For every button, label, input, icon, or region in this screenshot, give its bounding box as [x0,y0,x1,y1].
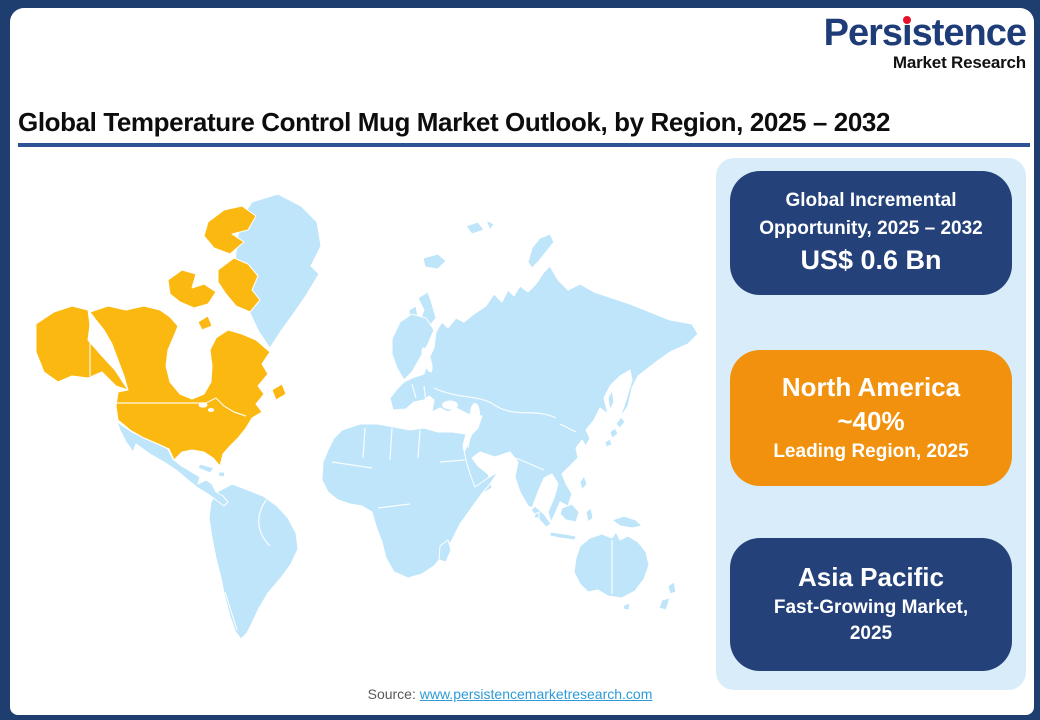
card-global-opportunity: Global Incremental Opportunity, 2025 – 2… [730,171,1012,295]
logo-brand-i: ı [902,12,913,54]
map-region-new-guinea [611,515,643,529]
map-region-ellesmere-island [203,205,257,255]
map-region-new-zealand-south [658,597,671,611]
logo-brand-pre: Pers [823,12,903,54]
content-card: Persı stence Market Research Global Tempe… [10,8,1034,715]
map-region-tasmania [622,602,631,611]
world-map-svg [35,193,699,640]
card-global-line2: Opportunity, 2025 – 2032 [759,217,983,239]
persistence-logo: Persı stence Market Research [823,12,1027,72]
map-region-arctic-islands-west [167,269,217,309]
map-region-philippines [579,475,588,491]
map-region-madagascar [438,539,452,563]
map-region-svalbard [465,221,485,235]
map-region-sulawesi [585,507,594,523]
card-na-value: ~40% [837,405,905,436]
map-border-us-canada [116,397,247,417]
map-region-southampton-island [197,315,213,331]
map-region-borneo [559,503,580,523]
map-region-japan-2 [609,427,619,439]
card-asia-pacific: Asia Pacific Fast-Growing Market, 2025 [730,538,1012,671]
map-region-africa [321,423,499,579]
logo-brand-post: stence [911,12,1027,54]
map-caspian-sea [470,403,480,425]
map-region-baffin-island [217,257,261,313]
callout-panel: Global Incremental Opportunity, 2025 – 2… [716,158,1026,690]
card-north-america: North America ~40% Leading Region, 2025 [730,350,1012,486]
world-map [20,160,710,694]
page-title: Global Temperature Control Mug Market Ou… [18,107,891,137]
card-global-line1: Global Incremental [785,190,957,212]
map-land-other [116,193,699,640]
source-label: Source: [367,686,416,702]
map-region-hispaniola [217,471,226,478]
logo-tagline: Market Research [892,53,1026,72]
map-region-north-america [35,205,287,467]
map-borders-asia [411,383,577,471]
map-region-japan-1 [615,416,626,429]
map-region-japan-3 [604,438,613,448]
map-region-newfoundland [271,383,287,401]
logo-brand-text: Persı stence [823,12,1027,54]
map-baltic-sea [421,347,433,373]
card-ap-subtitle-line1: Fast-Growing Market, [773,596,969,618]
map-region-canada-usa [89,305,271,467]
card-global-value: US$ 0.6 Bn [800,245,942,276]
map-region-sri-lanka [533,511,540,519]
map-region-iceland [422,253,447,270]
card-ap-title: Asia Pacific [798,562,944,592]
map-region-svalbard-2 [485,219,495,231]
map-region-new-zealand-north [667,581,677,595]
card-ap-subtitle-line2: 2025 [849,623,893,645]
card-na-subtitle: Leading Region, 2025 [773,440,969,462]
map-region-sakhalin [607,389,615,411]
map-region-java [549,531,577,541]
source-line: Source: www.persistencemarketresearch.co… [130,686,890,702]
map-borders-africa [331,427,466,509]
source-link[interactable]: www.persistencemarketresearch.com [419,686,653,702]
map-region-south-america [208,483,299,640]
map-black-sea [442,400,458,410]
map-region-cuba [197,463,215,474]
map-great-lakes-1 [198,402,208,408]
map-region-greenland [234,193,322,349]
logo-red-dot-icon [902,16,911,24]
card-na-title: North America [781,371,961,402]
map-borders-south-america [224,499,271,631]
map-region-mexico-central-america [116,421,229,507]
title-underline [18,143,1030,147]
map-region-novaya-zemlya [527,233,555,269]
map-region-sumatra [530,505,552,528]
map-great-lakes-2 [207,408,215,412]
